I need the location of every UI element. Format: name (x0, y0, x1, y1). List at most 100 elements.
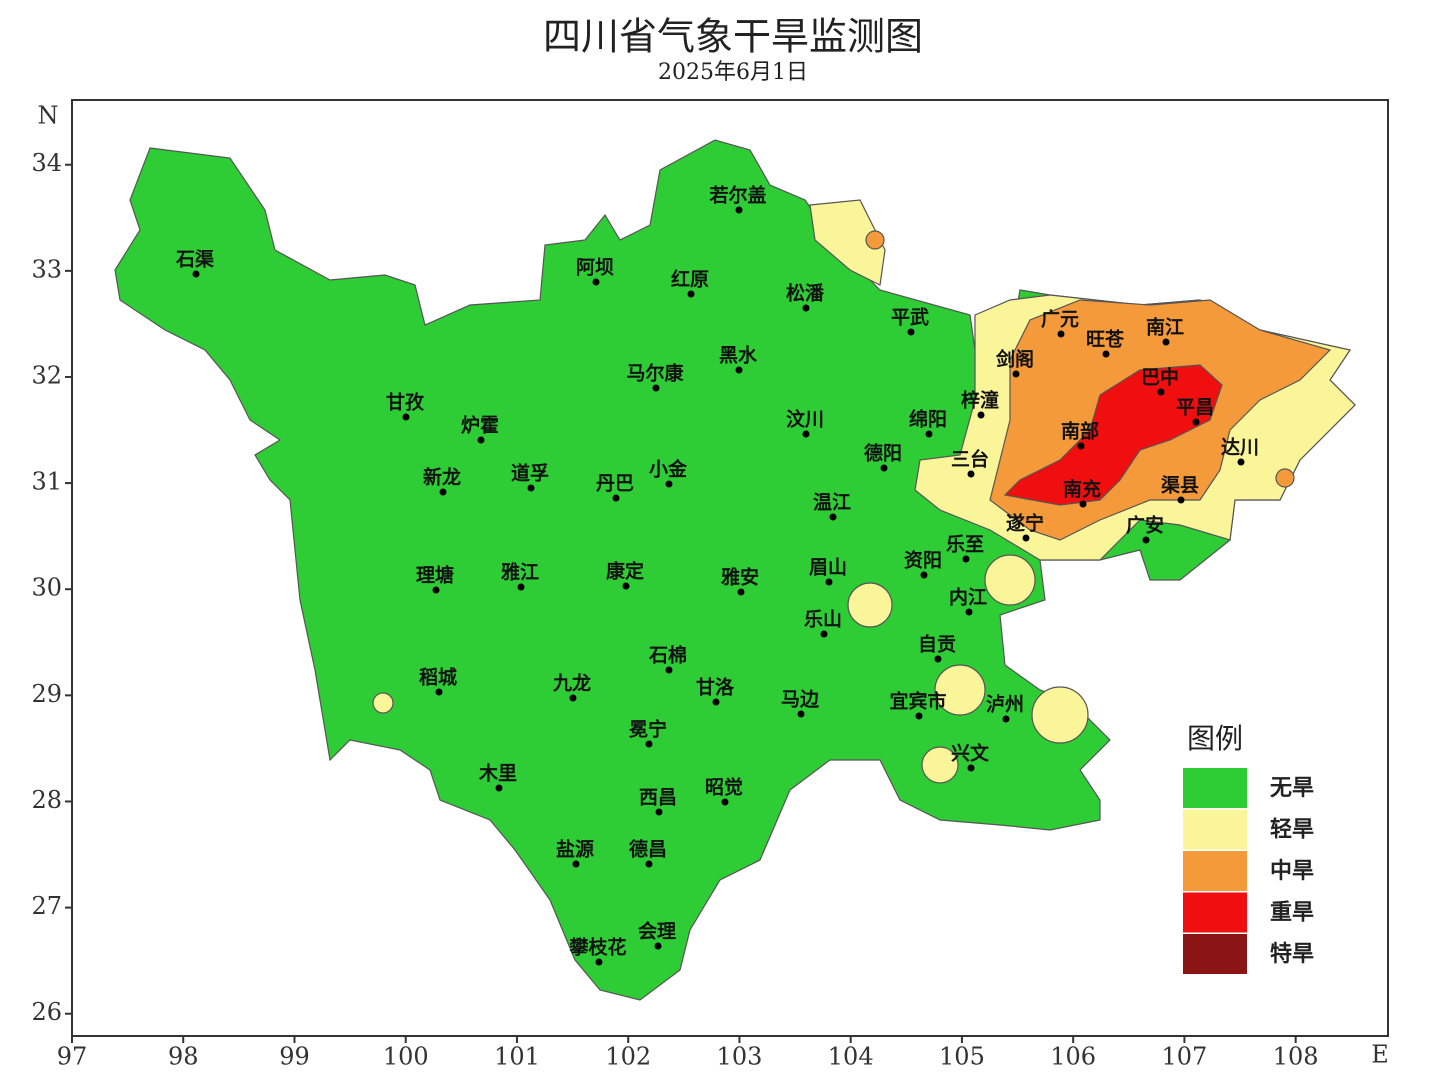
city-dot (1157, 388, 1165, 396)
x-tick-label: 97 (57, 1043, 88, 1071)
light-drought-area (934, 664, 986, 716)
city-label: 南充 (1063, 478, 1101, 501)
city-label: 石棉 (648, 644, 687, 667)
city-label: 资阳 (904, 549, 942, 572)
city-dot (1022, 534, 1030, 542)
city-label: 乐至 (946, 534, 984, 556)
city-label: 木里 (478, 762, 517, 785)
city-dot (654, 942, 662, 950)
city-label: 康定 (606, 560, 644, 583)
city-label: 宜宾市 (889, 690, 946, 713)
map-frame (71, 99, 1389, 1037)
city-dot (687, 290, 695, 298)
city-dot (907, 328, 915, 336)
map-title: 四川省气象干旱监测图 (543, 15, 923, 59)
city-label: 德阳 (864, 442, 902, 465)
city-dot (797, 710, 805, 718)
city-label: 道孚 (511, 462, 549, 485)
city-label: 三台 (951, 448, 989, 471)
city-label: 乐山 (804, 609, 842, 631)
city-dot (517, 583, 525, 591)
y-tick-label: 32 (31, 361, 62, 389)
city-label: 冕宁 (629, 718, 667, 741)
y-tick-label: 26 (31, 998, 62, 1026)
city-label: 昭觉 (705, 776, 743, 799)
city-dot (829, 513, 837, 521)
city-label: 德昌 (629, 838, 667, 861)
city-label: 雅江 (501, 562, 539, 584)
city-label: 旺苍 (1086, 328, 1125, 351)
legend-swatch (1183, 934, 1247, 974)
city-dot (820, 630, 828, 638)
city-dot (737, 588, 745, 596)
y-tick-label: 34 (31, 149, 62, 177)
city-dot (802, 430, 810, 438)
city-label: 黑水 (719, 345, 758, 367)
city-label: 稻城 (419, 666, 457, 689)
city-dot (1057, 330, 1065, 338)
city-dot (721, 798, 729, 806)
city-label: 渠县 (1161, 474, 1199, 497)
city-label: 自贡 (918, 633, 956, 656)
x-tick-label: 108 (1273, 1043, 1319, 1071)
legend-label: 中旱 (1270, 859, 1314, 884)
city-label: 若尔盖 (709, 184, 766, 207)
legend-label: 特旱 (1270, 941, 1314, 967)
city-dot (1177, 496, 1185, 504)
x-tick-label: 102 (605, 1043, 651, 1071)
city-label: 平昌 (1176, 397, 1214, 419)
city-dot (1162, 338, 1170, 346)
city-label: 巴中 (1141, 366, 1179, 389)
city-label: 剑阁 (995, 348, 1034, 371)
city-dot (477, 436, 485, 444)
city-label: 理塘 (416, 564, 454, 587)
x-tick-label: 107 (1162, 1043, 1208, 1071)
city-dot (592, 278, 600, 286)
x-tick-label: 105 (939, 1043, 985, 1071)
city-dot (435, 688, 443, 696)
city-dot (925, 430, 933, 438)
city-dot (652, 384, 660, 392)
city-label: 南江 (1146, 317, 1184, 339)
y-tick-label: 27 (31, 892, 62, 920)
city-label: 达川 (1221, 436, 1259, 459)
city-label: 攀枝花 (569, 936, 626, 959)
light-drought-area (372, 692, 394, 714)
city-dot (645, 740, 653, 748)
city-label: 马边 (781, 689, 820, 711)
city-dot (880, 464, 888, 472)
x-tick-label: 106 (1050, 1043, 1096, 1071)
city-dot (665, 480, 673, 488)
y-tick-label: 33 (31, 255, 62, 283)
city-dot (595, 958, 603, 966)
light-drought-area (1031, 686, 1089, 744)
city-label: 西昌 (639, 787, 677, 809)
legend-label: 轻旱 (1270, 817, 1314, 843)
city-dot (962, 555, 970, 563)
city-label: 泸州 (986, 694, 1024, 716)
city-dot (1102, 350, 1110, 358)
light-drought-area (847, 582, 893, 628)
city-label: 汶川 (786, 408, 824, 431)
city-label: 盐源 (556, 838, 594, 861)
city-dot (572, 860, 580, 868)
legend-swatch (1183, 892, 1247, 933)
light-drought-area (865, 230, 885, 250)
city-label: 松潘 (786, 282, 825, 305)
y-tick-label: 30 (31, 574, 62, 602)
y-tick-label: 28 (31, 786, 62, 814)
legend-title: 图例 (1187, 722, 1243, 755)
city-label: 小金 (649, 458, 688, 481)
city-label: 马尔康 (626, 362, 684, 385)
city-dot (825, 578, 833, 586)
legend-label: 重旱 (1270, 901, 1314, 926)
city-label: 内江 (949, 586, 987, 609)
y-tick-label: 29 (31, 680, 62, 708)
city-dot (920, 571, 928, 579)
light-drought-area (809, 199, 886, 286)
x-tick-label: 101 (494, 1043, 540, 1071)
city-dot (802, 304, 810, 312)
city-label: 平武 (891, 307, 929, 329)
city-label: 阿坝 (576, 257, 614, 279)
city-label: 红原 (671, 268, 709, 291)
